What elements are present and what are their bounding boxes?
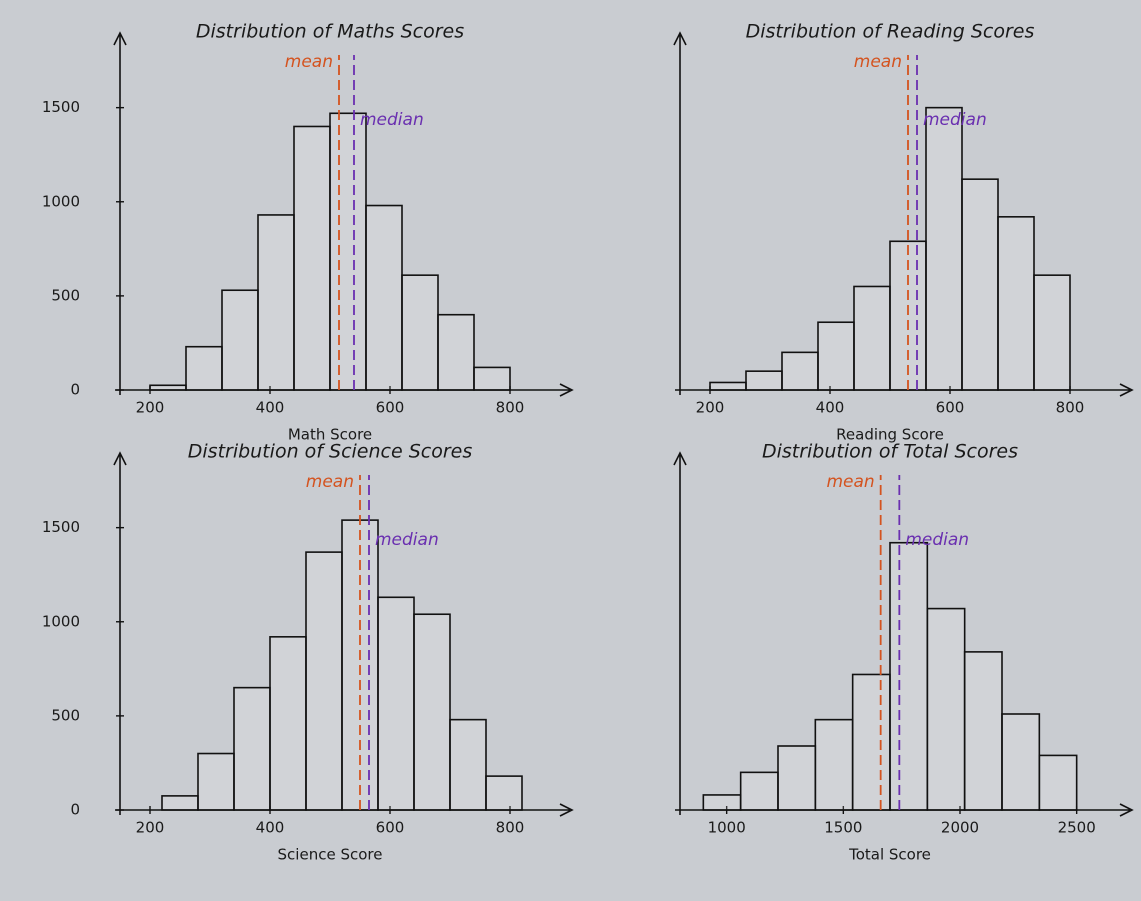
bar <box>889 541 929 811</box>
bar <box>149 384 187 391</box>
x-axis-label: Total Score <box>848 846 931 864</box>
reference-label: median <box>375 530 439 550</box>
x-tick-label: 1000 <box>708 819 746 837</box>
chart-title: Distribution of Science Scores <box>188 441 473 463</box>
x-tick-label: 2000 <box>941 819 979 837</box>
bar <box>997 216 1035 391</box>
bar <box>1038 754 1078 811</box>
x-axis-label: Science Score <box>278 846 383 864</box>
x-tick-label: 800 <box>1056 399 1085 417</box>
bar <box>437 313 475 391</box>
y-tick-label: 0 <box>70 381 80 399</box>
reference-label: mean <box>285 52 333 72</box>
bar <box>329 112 367 391</box>
bar <box>473 366 511 391</box>
bar <box>305 551 343 811</box>
bar <box>745 370 783 391</box>
x-tick-label: 2500 <box>1058 819 1096 837</box>
y-tick-label: 500 <box>51 286 80 304</box>
y-tick-label: 1500 <box>42 518 80 536</box>
x-tick-label: 600 <box>936 399 965 417</box>
reference-label: median <box>905 530 969 550</box>
bar <box>185 345 223 391</box>
chart-title: Distribution of Reading Scores <box>746 21 1035 43</box>
bar <box>853 285 891 391</box>
reference-label: median <box>360 110 424 130</box>
bar <box>777 745 817 811</box>
bar <box>197 752 235 811</box>
bar <box>365 204 403 391</box>
bar <box>739 771 779 811</box>
bar <box>161 795 199 811</box>
reference-label: median <box>923 110 987 130</box>
x-tick-label: 800 <box>496 399 525 417</box>
bar <box>781 351 819 391</box>
bar <box>925 106 963 391</box>
x-tick-label: 400 <box>816 399 845 417</box>
bar <box>702 794 742 811</box>
reference-label: mean <box>306 472 354 492</box>
bar <box>1033 274 1071 391</box>
x-tick-label: 1500 <box>824 819 862 837</box>
x-tick-label: 200 <box>136 819 165 837</box>
x-tick-label: 200 <box>136 399 165 417</box>
bar <box>926 607 966 811</box>
bar <box>401 274 439 391</box>
chart-title: Distribution of Maths Scores <box>196 21 464 43</box>
y-axis <box>113 451 127 815</box>
bar <box>485 775 523 811</box>
y-tick-label: 500 <box>51 706 80 724</box>
reference-label: mean <box>826 472 874 492</box>
x-axis-label: Math Score <box>288 426 372 444</box>
bar <box>814 718 854 811</box>
bar <box>961 178 999 391</box>
bar <box>233 686 271 811</box>
bar <box>293 125 331 391</box>
chart-title: Distribution of Total Scores <box>762 441 1018 463</box>
y-axis <box>673 31 687 395</box>
y-tick-label: 1000 <box>42 612 80 630</box>
x-tick-label: 800 <box>496 819 525 837</box>
bar <box>817 321 855 391</box>
bar <box>709 381 747 391</box>
bar <box>269 636 307 811</box>
bar <box>377 596 415 811</box>
bar <box>1001 713 1041 811</box>
bar <box>257 214 295 391</box>
bar <box>963 651 1003 811</box>
x-tick-label: 200 <box>696 399 725 417</box>
bar <box>449 718 487 811</box>
reference-label: mean <box>854 52 902 72</box>
bar <box>851 673 891 811</box>
y-axis <box>113 31 127 395</box>
bar <box>221 289 259 391</box>
x-tick-label: 600 <box>376 819 405 837</box>
x-tick-label: 600 <box>376 399 405 417</box>
bar <box>413 613 451 811</box>
x-tick-label: 400 <box>256 399 285 417</box>
y-axis <box>673 451 687 815</box>
y-tick-label: 0 <box>70 801 80 819</box>
y-tick-label: 1000 <box>42 192 80 210</box>
x-axis-label: Reading Score <box>836 426 944 444</box>
y-tick-label: 1500 <box>42 98 80 116</box>
x-tick-label: 400 <box>256 819 285 837</box>
